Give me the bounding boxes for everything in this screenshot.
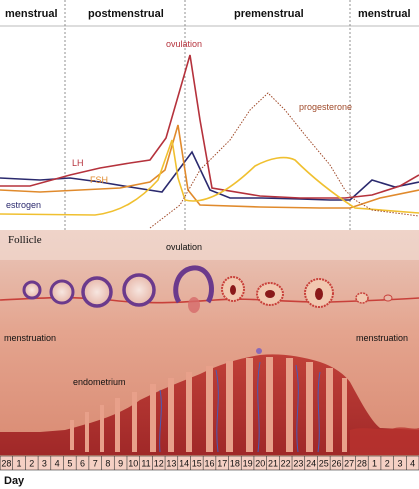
day-number: 10 bbox=[128, 459, 138, 469]
day-number: 21 bbox=[268, 459, 278, 469]
ovulation-peak-label: ovulation bbox=[166, 39, 202, 49]
day-number: 2 bbox=[29, 459, 34, 469]
day-number: 7 bbox=[93, 459, 98, 469]
day-number: 26 bbox=[331, 459, 341, 469]
day-number: 28 bbox=[357, 459, 367, 469]
estrogen-second-curve bbox=[0, 139, 419, 216]
follicle-label: Follicle bbox=[8, 234, 42, 246]
day-number: 22 bbox=[281, 459, 291, 469]
day-number: 1 bbox=[372, 459, 377, 469]
day-number: 3 bbox=[397, 459, 402, 469]
day-number: 28 bbox=[1, 459, 11, 469]
day-number: 1 bbox=[17, 459, 22, 469]
day-number: 19 bbox=[243, 459, 253, 469]
day-number: 20 bbox=[255, 459, 265, 469]
progesterone-label: progesterone bbox=[299, 102, 352, 112]
day-number: 16 bbox=[204, 459, 214, 469]
day-number: 6 bbox=[80, 459, 85, 469]
day-number: 25 bbox=[319, 459, 329, 469]
day-number: 18 bbox=[230, 459, 240, 469]
day-scale: Day 28 1 2 3 4 5 6 7 8 9 10 11 12 13 14 15 16 17 18 19 20 21 2… bbox=[0, 455, 419, 489]
day-number: 24 bbox=[306, 459, 316, 469]
fsh-curve bbox=[0, 124, 419, 209]
day-number: 23 bbox=[293, 459, 303, 469]
day-number: 12 bbox=[154, 459, 164, 469]
follicle-sequence bbox=[22, 265, 393, 313]
day-number: 2 bbox=[385, 459, 390, 469]
day-number: 5 bbox=[67, 459, 72, 469]
estrogen-curve bbox=[0, 150, 419, 201]
day-number: 15 bbox=[192, 459, 202, 469]
endometrium-label: endometrium bbox=[73, 377, 126, 387]
phase-label-premenstrual: premenstrual bbox=[234, 8, 304, 20]
day-number: 8 bbox=[105, 459, 110, 469]
day-number: 11 bbox=[141, 459, 150, 469]
phase-header: menstrual postmenstrual premenstrual men… bbox=[0, 0, 419, 27]
phase-label-postmenstrual: postmenstrual bbox=[88, 8, 164, 20]
blood-vessels bbox=[159, 361, 321, 453]
day-number: 14 bbox=[179, 459, 189, 469]
fsh-label: FSH bbox=[90, 175, 108, 185]
day-number: 27 bbox=[344, 459, 354, 469]
egg-cell bbox=[256, 348, 262, 354]
ovary-line bbox=[0, 296, 419, 304]
phase-label-menstrual-end: menstrual bbox=[358, 8, 411, 20]
hormone-chart: ovulation LH FSH estrogen progesterone bbox=[0, 39, 419, 229]
estrogen-label: estrogen bbox=[6, 200, 41, 210]
lh-label: LH bbox=[72, 158, 84, 168]
day-number: 9 bbox=[118, 459, 123, 469]
progesterone-curve bbox=[149, 92, 419, 229]
menstruation-right-label: menstruation bbox=[356, 333, 408, 343]
phase-label-menstrual-start: menstrual bbox=[5, 8, 58, 20]
day-number: 4 bbox=[410, 459, 415, 469]
day-axis-label: Day bbox=[4, 475, 25, 487]
menstruation-left-label: menstruation bbox=[4, 333, 56, 343]
endometrial-glands bbox=[70, 357, 347, 452]
day-number: 17 bbox=[217, 459, 227, 469]
day-number: 13 bbox=[166, 459, 176, 469]
uterine-tissue: Follicle ovulation menstruation menstrua… bbox=[0, 230, 419, 456]
day-number: 4 bbox=[55, 459, 60, 469]
ovulation-tissue-label: ovulation bbox=[166, 242, 202, 252]
day-number: 3 bbox=[42, 459, 47, 469]
lh-curve bbox=[0, 54, 419, 199]
